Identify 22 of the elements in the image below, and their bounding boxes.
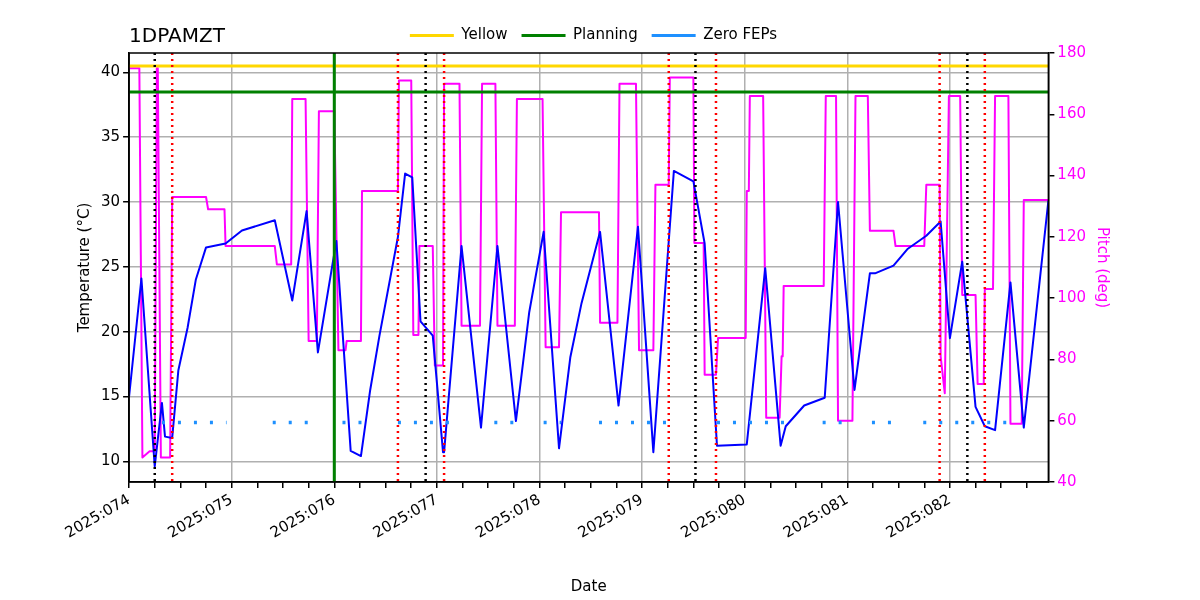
y-tick-label: 40 [100, 62, 121, 81]
y2-tick-label: 120 [1057, 226, 1087, 245]
y2-tick-label: 140 [1057, 165, 1087, 184]
y2-tick-label: 80 [1057, 349, 1077, 368]
y-axis-title: Temperature (°C) [74, 202, 93, 334]
legend-label: Planning [573, 25, 638, 44]
y2-tick-label: 60 [1057, 410, 1077, 429]
y-tick-label: 30 [100, 191, 121, 210]
y-tick-label: 20 [100, 321, 121, 340]
y-tick-label: 10 [100, 451, 121, 470]
y2-tick-label: 40 [1057, 471, 1077, 490]
x-axis-title: Date [570, 576, 607, 595]
y2-tick-label: 160 [1057, 104, 1087, 123]
y-tick-label: 15 [100, 386, 121, 405]
legend-label: Yellow [460, 25, 508, 44]
y2-tick-label: 180 [1057, 42, 1087, 61]
chart-title: 1DPAMZT [129, 23, 226, 48]
legend-label: Zero FEPs [703, 25, 778, 44]
y2-axis-title: Pitch (deg) [1094, 226, 1113, 309]
y2-tick-label: 100 [1057, 288, 1087, 307]
y-tick-label: 25 [100, 256, 121, 275]
y-tick-label: 35 [100, 127, 121, 146]
